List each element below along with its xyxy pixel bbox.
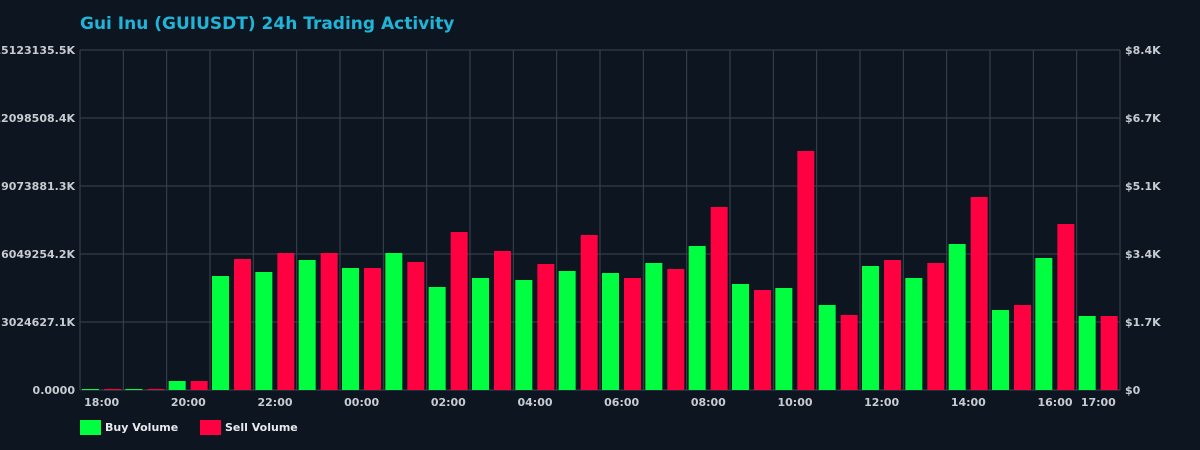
sell-volume-bar: [234, 258, 251, 390]
x-tick-label: 00:00: [344, 396, 379, 409]
buy-volume-bar: [775, 287, 793, 390]
x-tick-label: 08:00: [691, 396, 726, 409]
buy-swatch: [80, 420, 101, 435]
sell-volume-bar: [1100, 316, 1118, 390]
x-tick-label: 20:00: [171, 396, 206, 409]
y-right-tick-label: $6.7K: [1125, 112, 1161, 125]
x-tick-label: 02:00: [431, 396, 466, 409]
y-right-tick-label: $0: [1125, 384, 1141, 397]
y-right-tick-label: $5.1K: [1125, 180, 1161, 193]
sell-swatch: [200, 420, 221, 435]
y-right-tick-label: $8.4K: [1125, 44, 1161, 57]
x-tick-label: 10:00: [777, 396, 812, 409]
sell-volume-bar: [407, 262, 425, 390]
buy-volume-bar: [992, 309, 1009, 390]
y-left-tick-label: 12098508.4K: [0, 112, 75, 125]
sell-volume-bar: [320, 252, 338, 390]
sell-volume-bar: [754, 289, 771, 390]
buy-volume-bar: [1078, 316, 1096, 390]
x-tick-label: 04:00: [517, 396, 552, 409]
buy-volume-bar: [602, 272, 619, 390]
sell-volume-bar: [104, 389, 121, 390]
sell-volume-bar: [797, 150, 815, 390]
buy-volume-bar: [515, 279, 533, 390]
buy-volume-bar: [212, 275, 229, 390]
y-right-tick-label: $3.4K: [1125, 248, 1161, 261]
y-left-tick-label: 15123135.5K: [0, 44, 75, 57]
sell-volume-bar: [580, 234, 598, 390]
y-left-tick-label: 9073881.3K: [1, 180, 75, 193]
sell-volume-bar: [277, 252, 295, 390]
sell-volume-bar: [147, 389, 165, 390]
y-left-tick-label: 0.0000: [33, 384, 76, 397]
buy-volume-bar: [1035, 257, 1053, 390]
x-tick-label: 06:00: [604, 396, 639, 409]
legend-buy-label: Buy Volume: [105, 421, 179, 434]
sell-volume-bar: [450, 232, 468, 390]
legend-sell: Sell Volume: [200, 420, 298, 435]
sell-volume-bar: [970, 197, 988, 390]
x-tick-label: 14:00: [951, 396, 986, 409]
x-tick-label: 12:00: [864, 396, 899, 409]
buy-volume-bar: [732, 283, 749, 390]
buy-volume-bar: [905, 277, 923, 390]
buy-volume-bar: [342, 267, 359, 390]
legend-sell-label: Sell Volume: [225, 421, 298, 434]
buy-volume-bar: [428, 287, 446, 390]
sell-volume-bar: [1014, 304, 1031, 390]
sell-volume-bar: [364, 267, 381, 390]
buy-volume-bar: [645, 262, 663, 390]
x-tick-label: 17:00: [1081, 396, 1116, 409]
sell-volume-bar: [927, 262, 945, 390]
sell-volume-bar: [840, 314, 858, 390]
buy-volume-bar: [862, 265, 879, 390]
buy-volume-bar: [818, 304, 836, 390]
y-left-tick-label: 6049254.2K: [1, 248, 75, 261]
y-left-tick-label: 3024627.1K: [1, 316, 75, 329]
sell-volume-bar: [537, 263, 555, 390]
buy-volume-bar: [558, 270, 576, 390]
y-right-tick-label: $1.7K: [1125, 316, 1161, 329]
x-tick-label: 22:00: [257, 396, 292, 409]
buy-volume-bar: [255, 272, 273, 390]
chart-title: Gui Inu (GUIUSDT) 24h Trading Activity: [80, 14, 455, 34]
buy-volume-bar: [472, 277, 489, 390]
buy-volume-bar: [168, 381, 186, 390]
buy-volume-bar: [385, 252, 403, 390]
buy-volume-bar: [125, 389, 143, 390]
sell-volume-bar: [494, 250, 511, 390]
sell-volume-bar: [710, 207, 728, 390]
buy-volume-bar: [688, 245, 706, 390]
buy-volume-bar: [948, 243, 966, 390]
sell-volume-bar: [190, 381, 208, 390]
x-tick-label: 18:00: [84, 396, 119, 409]
buy-volume-bar: [82, 389, 99, 390]
sell-volume-bar: [884, 259, 901, 390]
sell-volume-bar: [1057, 223, 1075, 390]
buy-volume-bar: [298, 259, 316, 390]
legend-buy: Buy Volume: [80, 420, 178, 435]
x-tick-label: 16:00: [1037, 396, 1072, 409]
sell-volume-bar: [667, 268, 685, 390]
sell-volume-bar: [624, 277, 641, 390]
